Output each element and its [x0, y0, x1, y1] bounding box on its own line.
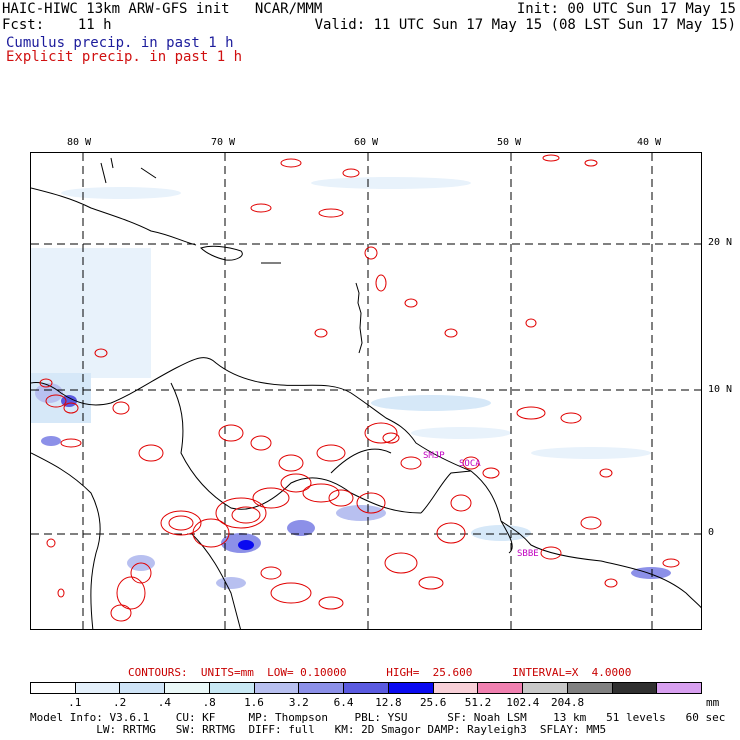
valid-time: Valid: 11 UTC Sun 17 May 15 (08 LST Sun … — [314, 17, 736, 33]
cumulus-precip-label: Cumulus precip. in past 1 h — [6, 35, 234, 51]
colorbar-tick-label: 102.4 — [506, 696, 540, 709]
colorbar-swatch — [612, 683, 658, 693]
colorbar-swatch — [254, 683, 300, 693]
explicit-precip-contours — [39, 154, 680, 622]
forecast-hour: Fcst: 11 h — [2, 17, 112, 33]
colorbar-swatch — [388, 683, 434, 693]
colorbar-tick-label: 6.4 — [333, 696, 354, 709]
colorbar-swatch — [31, 683, 76, 693]
model-info-line1: Model Info: V3.6.1 CU: KF MP: Thompson P… — [30, 711, 726, 724]
colorbar-tick-label: .4 — [157, 696, 172, 709]
colorbar-tick-label: 25.6 — [419, 696, 447, 709]
explicit-precip-label: Explicit precip. in past 1 h — [6, 49, 243, 65]
colorbar-swatch — [478, 683, 524, 693]
coastlines — [31, 157, 701, 629]
lon-label-50w: 50 W — [497, 137, 522, 148]
lon-label-40w: 40 W — [637, 137, 662, 148]
colorbar-swatch — [299, 683, 345, 693]
colorbar-tick-label: 204.8 — [551, 696, 585, 709]
colorbar-swatch — [209, 683, 255, 693]
colorbar-swatch — [344, 683, 389, 693]
colorbar-tick-label: .1 — [68, 696, 82, 709]
station-sbbe: SBBE — [517, 549, 539, 559]
precip-map: SMJP SOCA SBBE — [30, 152, 702, 630]
cumulus-precip-shading — [31, 177, 671, 589]
map-canvas — [31, 153, 701, 629]
lon-label-80w: 80 W — [67, 137, 92, 148]
station-smjp: SMJP — [423, 451, 445, 461]
colorbar-tick-label: .8 — [202, 696, 216, 709]
lat-label-0: 0 — [708, 527, 715, 538]
colorbar-swatch — [165, 683, 210, 693]
colorbar-swatch — [433, 683, 479, 693]
colorbar-unit: mm — [706, 696, 720, 709]
colorbar-tick-label: 1.6 — [244, 696, 264, 709]
colorbar-swatch — [657, 683, 702, 693]
colorbar-tick-label: .2 — [112, 696, 127, 709]
contours-info: CONTOURS: UNITS=mm LOW= 0.10000 HIGH= 25… — [128, 666, 632, 679]
colorbar-swatch — [75, 683, 121, 693]
lon-label-60w: 60 W — [354, 137, 379, 148]
lat-label-20n: 20 N — [708, 237, 733, 248]
colorbar-swatch — [120, 683, 166, 693]
lon-label-70w: 70 W — [211, 137, 236, 148]
colorbar-swatch — [523, 683, 568, 693]
colorbar-tick-label: 12.8 — [375, 696, 402, 709]
init-time: Init: 00 UTC Sun 17 May 15 — [516, 1, 736, 17]
colorbar-swatch — [567, 683, 613, 693]
colorbar-tick-label: 51.2 — [464, 696, 492, 709]
lat-label-10n: 10 N — [708, 384, 733, 395]
lat-lon-grid — [31, 153, 701, 629]
station-soca: SOCA — [459, 459, 481, 469]
colorbar-tick-label: 3.2 — [288, 696, 309, 709]
colorbar — [30, 682, 702, 694]
model-info-line2: LW: RRTMG SW: RRTMG DIFF: full KM: 2D Sm… — [30, 723, 607, 736]
header-title: HAIC-HIWC 13km ARW-GFS init NCAR/MMM — [2, 1, 323, 17]
